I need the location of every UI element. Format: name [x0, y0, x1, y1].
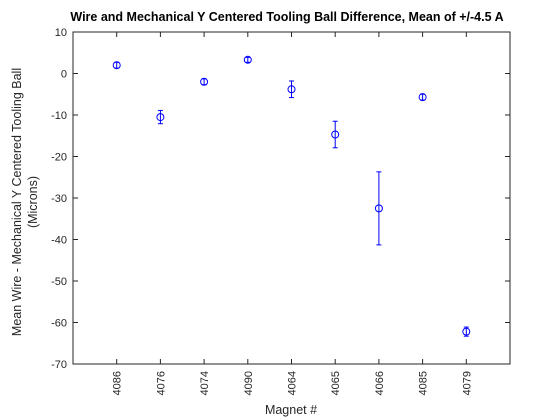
- y-tick-label: -70: [51, 359, 67, 371]
- x-tick-label: 4086: [112, 371, 124, 395]
- y-axis-label-line2: (Microns): [26, 176, 40, 228]
- x-tick-label: 4090: [243, 371, 255, 395]
- x-tick-label: 4076: [155, 371, 167, 395]
- x-tick-label: 4079: [461, 371, 473, 395]
- y-tick-label: 0: [61, 69, 67, 81]
- y-tick-label: -20: [51, 152, 67, 164]
- data-point: [243, 55, 252, 64]
- y-tick-label: 10: [55, 27, 67, 39]
- x-axis: 4086 4076 4074 4090 4064 4065 4066 4085 4079: [112, 32, 473, 395]
- data-series: [112, 55, 471, 337]
- data-point: [287, 85, 296, 94]
- y-tick-label: -60: [51, 318, 67, 330]
- data-point: [418, 93, 427, 102]
- y-axis-label-line1: Mean Wire - Mechanical Y Centered Toolin…: [10, 68, 24, 336]
- x-tick-label: 4064: [287, 371, 299, 395]
- x-axis-label: Magnet #: [265, 403, 317, 417]
- data-point: [374, 204, 383, 213]
- y-tick-label: -40: [51, 235, 67, 247]
- y-axis: 10 0 -10 -20 -30 -40 -50 -60 -70: [51, 27, 510, 371]
- data-point: [156, 113, 165, 122]
- x-tick-label: 4085: [418, 371, 430, 395]
- x-tick-label: 4066: [374, 371, 386, 395]
- y-tick-label: -30: [51, 193, 67, 205]
- data-point: [331, 130, 340, 139]
- x-tick-label: 4074: [199, 371, 211, 395]
- data-point: [462, 327, 471, 336]
- data-point: [112, 61, 121, 70]
- y-tick-label: -10: [51, 110, 67, 122]
- y-tick-label: -50: [51, 276, 67, 288]
- data-point: [200, 77, 209, 86]
- x-tick-label: 4065: [330, 371, 342, 395]
- chart-title: Wire and Mechanical Y Centered Tooling B…: [70, 10, 503, 24]
